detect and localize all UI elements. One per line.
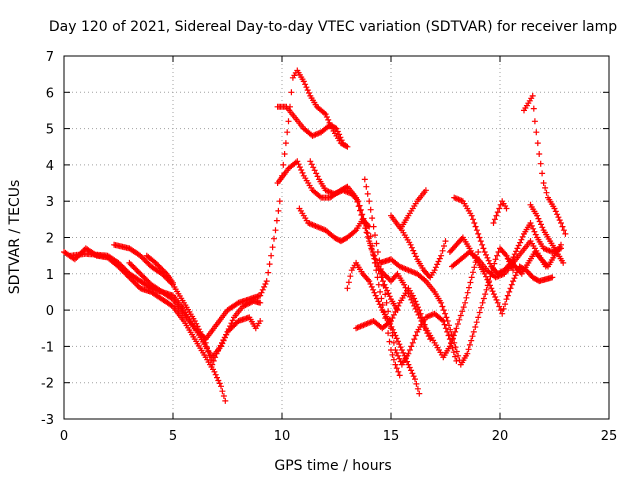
series-markers [126, 198, 283, 343]
series-sat-w [505, 241, 564, 277]
series-sat-p [398, 187, 429, 230]
y-axis-label: SDTVAR / TECUs [7, 180, 23, 295]
y-tick-label: -2 [41, 377, 54, 392]
x-axis-label: GPS time / hours [274, 458, 391, 474]
x-tick-label: 5 [169, 429, 177, 444]
series-markers [521, 92, 569, 237]
series-sat-e [143, 252, 176, 286]
series-sat-f [279, 67, 351, 179]
series-markers [274, 103, 346, 147]
series-markers [398, 187, 429, 230]
y-tick-label: -3 [41, 413, 54, 428]
y-tick-label: 2 [46, 232, 54, 247]
series-sat-m [353, 249, 482, 361]
y-tick-label: 7 [46, 50, 54, 65]
x-tick-labels: 0 5 10 15 20 25 [60, 429, 617, 444]
series-markers [451, 194, 564, 277]
series-sat-h [274, 158, 401, 314]
series-sat-l [361, 176, 460, 368]
tick-marks [63, 55, 610, 420]
series-markers [274, 158, 401, 314]
y-tick-labels: -3 -2 -1 0 1 2 3 4 5 6 7 [41, 50, 54, 428]
series-markers [505, 241, 564, 277]
series-sat-j [296, 205, 403, 379]
series-sat-a [61, 245, 229, 404]
series-markers [111, 241, 264, 368]
series-sat-c [111, 241, 264, 368]
y-tick-label: 4 [46, 159, 54, 174]
series-markers [61, 245, 229, 404]
series-sat-n [377, 245, 517, 368]
x-tick-label: 20 [492, 429, 509, 444]
x-tick-label: 25 [601, 429, 618, 444]
y-tick-label: -1 [41, 340, 54, 355]
series-sat-o [388, 212, 449, 281]
y-tick-label: 5 [46, 123, 54, 138]
x-tick-label: 0 [60, 429, 68, 444]
y-tick-label: 1 [46, 268, 54, 283]
data-series [61, 67, 569, 404]
series-markers [296, 205, 403, 379]
chart-title: Day 120 of 2021, Sidereal Day-to-day VTE… [49, 19, 617, 35]
series-markers [143, 252, 176, 286]
y-tick-label: 0 [46, 304, 54, 319]
y-tick-label: 6 [46, 86, 54, 101]
series-markers [388, 212, 449, 281]
series-markers [490, 198, 510, 226]
x-tick-label: 15 [383, 429, 400, 444]
series-sat-g [274, 103, 346, 147]
series-markers [279, 67, 351, 179]
series-sat-u [521, 92, 569, 237]
series-sat-s [451, 194, 564, 277]
series-markers [353, 249, 482, 361]
x-tick-label: 10 [274, 429, 291, 444]
series-sat-d [126, 198, 283, 343]
series-sat-t [490, 198, 510, 226]
series-markers [377, 245, 517, 368]
y-tick-label: 3 [46, 195, 54, 210]
series-markers [361, 176, 460, 368]
